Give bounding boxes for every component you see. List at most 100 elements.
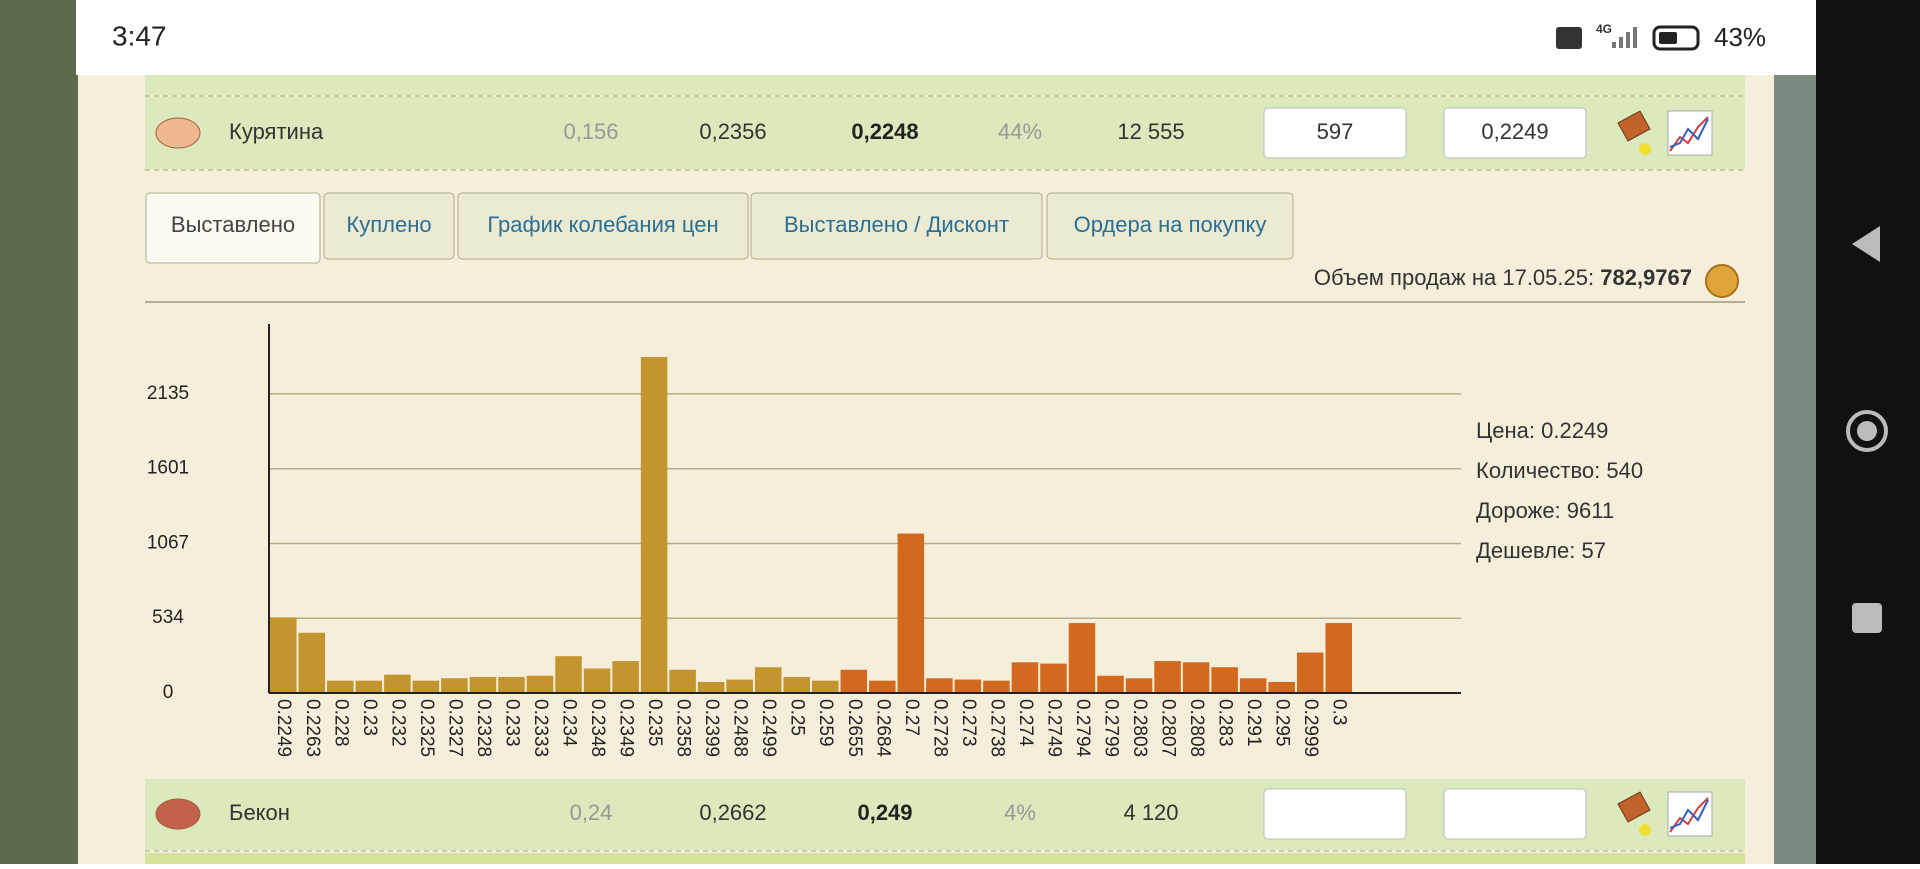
tooltip-line: Дешевле: 57	[1476, 538, 1606, 563]
sales-value: 782,9767	[1600, 265, 1692, 290]
x-tick-label: 0.23	[359, 699, 380, 736]
bar	[783, 677, 810, 693]
bar	[298, 632, 326, 693]
chart-icon-line	[1669, 797, 1709, 833]
status-bar	[76, 0, 1816, 75]
bar	[1268, 681, 1295, 693]
bar	[498, 677, 525, 693]
nav-back[interactable]	[1852, 226, 1880, 262]
network: 4G	[1596, 22, 1612, 36]
bar	[812, 680, 839, 693]
x-tick-label: 0.291	[1243, 699, 1264, 747]
bar	[1154, 661, 1181, 693]
bar	[384, 674, 411, 693]
bar	[1211, 667, 1238, 693]
clock: 3:47	[112, 20, 167, 51]
item-icon	[155, 798, 201, 830]
x-tick-label: 0.2807	[1158, 699, 1179, 757]
x-tick-label: 0.2684	[872, 699, 893, 758]
tab-label: Куплено	[346, 212, 431, 237]
x-tick-label: 0.2738	[986, 699, 1007, 757]
row-partial	[145, 75, 1745, 95]
nav-recent[interactable]	[1852, 603, 1882, 633]
buy-icon-dot	[1639, 143, 1651, 155]
x-tick-label: 0.2799	[1101, 699, 1122, 757]
signal	[1612, 27, 1637, 48]
x-tick-label: 0.259	[815, 699, 836, 747]
bar	[697, 681, 725, 693]
input-field[interactable]	[1263, 107, 1407, 159]
x-tick-label: 0.273	[958, 699, 979, 747]
bar	[754, 667, 782, 693]
bar	[1182, 662, 1210, 693]
item-value: 0,249	[857, 800, 912, 825]
bar	[555, 656, 582, 693]
nav-home[interactable]	[1846, 410, 1888, 452]
chart-icon[interactable]	[1667, 791, 1713, 837]
bar	[897, 533, 925, 693]
buy-icon-dot	[1639, 824, 1651, 836]
bar	[1011, 662, 1039, 693]
right-edge	[1774, 0, 1818, 864]
bar	[1239, 678, 1267, 693]
tab[interactable]	[750, 192, 1043, 260]
y-tick-label: 1601	[147, 458, 189, 479]
x-tick-label: 0.228	[330, 699, 351, 747]
chart-icon-line	[1669, 116, 1709, 152]
x-tick-label: 0.2808	[1186, 699, 1207, 757]
bar	[270, 617, 297, 693]
tab[interactable]	[1046, 192, 1294, 260]
x-tick-label: 0.2349	[616, 699, 637, 757]
x-tick-label: 0.2999	[1300, 699, 1321, 757]
x-tick-label: 0.2328	[473, 699, 494, 757]
y-tick-label: 1067	[147, 533, 189, 554]
x-tick-label: 0.2263	[302, 699, 323, 757]
input-field[interactable]	[1443, 107, 1587, 159]
buy-icon[interactable]	[1617, 110, 1651, 142]
battery-icon	[1652, 25, 1700, 51]
tab[interactable]	[323, 192, 455, 260]
bar	[1040, 663, 1067, 693]
x-tick-label: 0.2803	[1129, 699, 1150, 757]
item-value: 0,2248	[851, 119, 918, 144]
tab-label: Ордера на покупку	[1074, 212, 1267, 237]
bar	[840, 669, 868, 693]
tab[interactable]	[145, 192, 321, 264]
x-tick-label: 0.2488	[730, 699, 751, 757]
chart-icon[interactable]	[1667, 110, 1713, 156]
tooltip-line: Дороже: 9611	[1476, 498, 1614, 523]
item-value: 12 555	[1117, 119, 1184, 144]
bar	[1097, 675, 1124, 693]
tab-label: Выставлено / Дисконт	[784, 212, 1009, 237]
input-field[interactable]	[1443, 788, 1587, 840]
bar	[926, 678, 953, 693]
x-tick-label: 0.2348	[587, 699, 608, 757]
item-value: 0,24	[570, 800, 613, 825]
input-value: 0,2249	[1481, 119, 1548, 144]
row-partial	[145, 853, 1745, 864]
bar	[441, 678, 468, 693]
item-icon	[155, 117, 201, 149]
coin-icon	[1705, 264, 1739, 298]
x-tick-label: 0.25	[787, 699, 808, 736]
x-tick-label: 0.2655	[844, 699, 865, 757]
input-field[interactable]	[1263, 788, 1407, 840]
bar	[1125, 678, 1153, 693]
tab[interactable]	[457, 192, 749, 260]
buy-icon[interactable]	[1617, 791, 1651, 823]
x-tick-label: 0.2333	[530, 699, 551, 757]
bar	[869, 680, 896, 693]
x-tick-label: 0.2794	[1072, 699, 1093, 758]
x-tick-label: 0.2399	[701, 699, 722, 757]
item-value: 0,2662	[699, 800, 766, 825]
bar	[612, 661, 639, 693]
x-tick-label: 0.2358	[673, 699, 694, 757]
sales-label: Объем продаж на 17.05.25:	[1314, 265, 1594, 290]
bar	[726, 679, 753, 693]
y-tick-label: 534	[152, 607, 184, 628]
item-value: 0,2356	[699, 119, 766, 144]
tooltip-line: Цена: 0.2249	[1476, 418, 1608, 443]
x-tick-label: 0.235	[644, 699, 665, 747]
x-tick-label: 0.2728	[929, 699, 950, 757]
bar	[469, 677, 497, 693]
